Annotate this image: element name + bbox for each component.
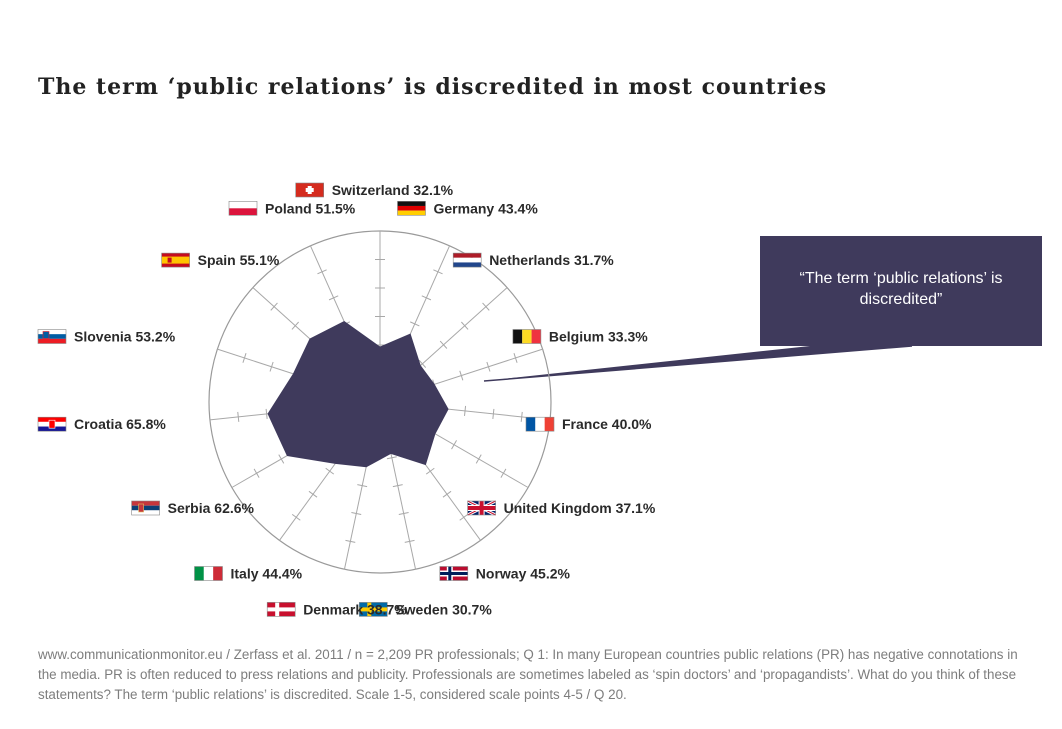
radar-tick [482,302,490,311]
radar-tick [291,321,299,330]
radar-tick [464,405,467,416]
sweden-flag-icon [358,602,388,617]
radar-tick [475,454,482,464]
callout-pointer [484,346,912,381]
country-value-label: France 40.0% [562,416,652,432]
country-value-label: Germany 43.4% [434,200,539,216]
country-label-poland: Poland 51.5% [228,200,356,216]
radar-tick [486,361,491,372]
radar-tick [421,295,432,301]
radar-tick [461,321,469,330]
radar-tick [317,269,327,275]
radar-tick [328,295,339,301]
country-label-norway: Norway 45.2% [439,566,571,582]
radar-tick [237,411,240,422]
radar-tick [270,302,278,311]
country-label-germany: Germany 43.4% [397,200,539,216]
germany-flag-icon [397,201,426,216]
radar-tick [351,511,362,516]
country-label-france: France 40.0% [525,416,652,432]
radar-tick [459,370,464,381]
radar-tick [439,340,448,349]
radar-tick [253,468,260,478]
country-value-label: Norway 45.2% [476,566,571,582]
poland-flag-icon [228,201,258,216]
country-value-label: United Kingdom 37.1% [504,500,656,516]
serbia-flag-icon [131,500,160,516]
radar-tick [459,513,469,521]
radar-tick [325,467,335,475]
callout-text: “The term ‘public relations’ is discredi… [799,270,1003,308]
radar-tick [392,484,403,488]
radar-tick [308,490,318,498]
radar-tick [291,513,301,521]
radar-tick [520,411,523,422]
country-label-sweden: Sweden 30.7% [358,601,492,617]
country-value-label: Switzerland 32.1% [332,182,454,198]
country-label-spain: Spain 55.1% [161,252,280,268]
country-label-uk: United Kingdom 37.1% [466,499,656,517]
country-value-label: Belgium 33.3% [549,329,648,345]
radar-tick [451,440,457,450]
country-value-label: Croatia 65.8% [74,416,166,432]
footnote: www.communicationmonitor.eu / Zerfass et… [38,647,1018,702]
radar-tick [410,321,420,327]
country-value-label: Spain 55.1% [198,252,280,268]
italy-flag-icon [194,566,223,581]
spain-flag-icon [161,252,190,268]
radar-tick [500,468,507,478]
chart-title: The term ‘public relations’ is discredit… [38,74,828,100]
radar-tick [345,539,356,543]
country-label-italy: Italy 44.4% [194,566,303,582]
switzerland-flag-icon [295,182,325,198]
country-value-label: Netherlands 31.7% [489,252,614,268]
radar-tick [398,511,409,516]
country-value-label: Serbia 62.6% [168,500,255,516]
radar-tick [265,408,268,419]
radar-tick [242,353,247,363]
radar-tick [269,361,274,372]
radar-tick [442,490,452,498]
country-label-croatia: Croatia 65.8% [37,416,166,432]
callout-box: “The term ‘public relations’ is discredi… [760,236,1042,346]
radar-tick [386,456,397,460]
france-flag-icon [525,416,555,432]
country-label-switzerland: Switzerland 32.1% [295,182,454,198]
croatia-flag-icon [37,416,67,432]
radar-tick [404,539,415,543]
radar-tick [513,353,518,363]
country-value-label: Sweden 30.7% [395,601,492,617]
country-label-netherlands: Netherlands 31.7% [452,252,614,268]
uk-flag-icon [466,499,497,517]
country-value-label: Italy 44.4% [231,566,303,582]
denmark-flag-icon [266,602,296,617]
radar-tick [418,359,427,368]
data-polygon [267,320,449,468]
radar-tick [278,454,285,464]
country-label-serbia: Serbia 62.6% [131,500,255,516]
radar-tick [357,484,368,488]
slovenia-flag-icon [37,329,67,344]
country-label-belgium: Belgium 33.3% [512,329,648,345]
radar-tick [425,467,435,475]
country-label-slovenia: Slovenia 53.2% [37,329,176,345]
belgium-flag-icon [512,329,542,344]
country-value-label: Poland 51.5% [265,200,356,216]
netherlands-flag-icon [452,252,482,268]
country-label-denmark: Denmark 38.7% [266,601,407,617]
norway-flag-icon [439,566,469,581]
radar-tick [433,269,443,275]
radar-tick [492,408,495,419]
country-value-label: Slovenia 53.2% [74,329,176,345]
country-value-label: Denmark 38.7% [303,601,407,617]
country-labels: Switzerland 32.1% Germany 43.4% Netherland… [37,182,656,617]
